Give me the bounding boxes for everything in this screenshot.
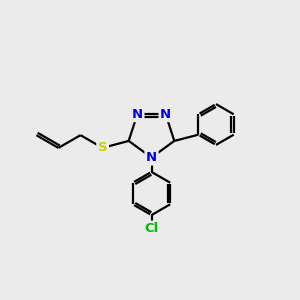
Text: S: S [98,141,107,154]
Text: N: N [146,151,157,164]
Text: Cl: Cl [144,222,159,235]
Text: N: N [132,108,143,121]
Text: N: N [160,108,171,121]
